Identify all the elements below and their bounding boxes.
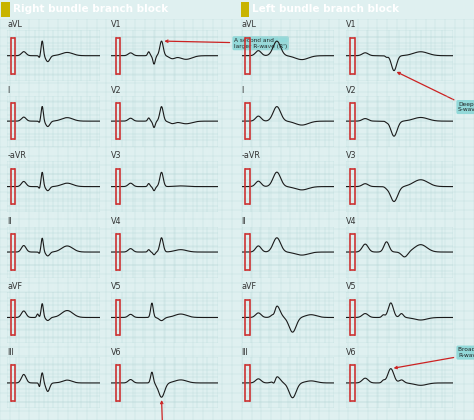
- Text: -aVR: -aVR: [242, 151, 261, 160]
- Text: V3: V3: [111, 151, 122, 160]
- Text: V1: V1: [346, 20, 356, 29]
- Bar: [240, 2, 249, 17]
- Text: V4: V4: [346, 217, 356, 226]
- Text: V5: V5: [346, 282, 356, 291]
- Text: V1: V1: [111, 20, 122, 29]
- Text: V3: V3: [346, 151, 356, 160]
- Text: V5: V5: [111, 282, 122, 291]
- Text: V2: V2: [111, 86, 122, 95]
- Text: V4: V4: [111, 217, 122, 226]
- Text: III: III: [242, 348, 248, 357]
- Text: aVF: aVF: [7, 282, 22, 291]
- Text: Broad and
deep S-wave: Broad and deep S-wave: [146, 402, 184, 420]
- Text: V6: V6: [111, 348, 122, 357]
- Text: I: I: [7, 86, 9, 95]
- Text: A second and
larger R-wave (R'): A second and larger R-wave (R'): [166, 38, 287, 49]
- Text: aVF: aVF: [242, 282, 257, 291]
- Text: aVL: aVL: [242, 20, 256, 29]
- Text: Broad & clumsy
R-wave: Broad & clumsy R-wave: [395, 347, 474, 369]
- Text: II: II: [7, 217, 11, 226]
- Text: V6: V6: [346, 348, 356, 357]
- Text: -aVR: -aVR: [7, 151, 26, 160]
- Text: II: II: [242, 217, 246, 226]
- Text: Left bundle branch block: Left bundle branch block: [252, 5, 400, 14]
- Text: I: I: [242, 86, 244, 95]
- Text: V2: V2: [346, 86, 356, 95]
- Text: III: III: [7, 348, 14, 357]
- Text: Right bundle branch block: Right bundle branch block: [13, 5, 168, 14]
- Text: Deep
S-wave: Deep S-wave: [398, 72, 474, 113]
- Text: aVL: aVL: [7, 20, 22, 29]
- Bar: [1, 2, 9, 17]
